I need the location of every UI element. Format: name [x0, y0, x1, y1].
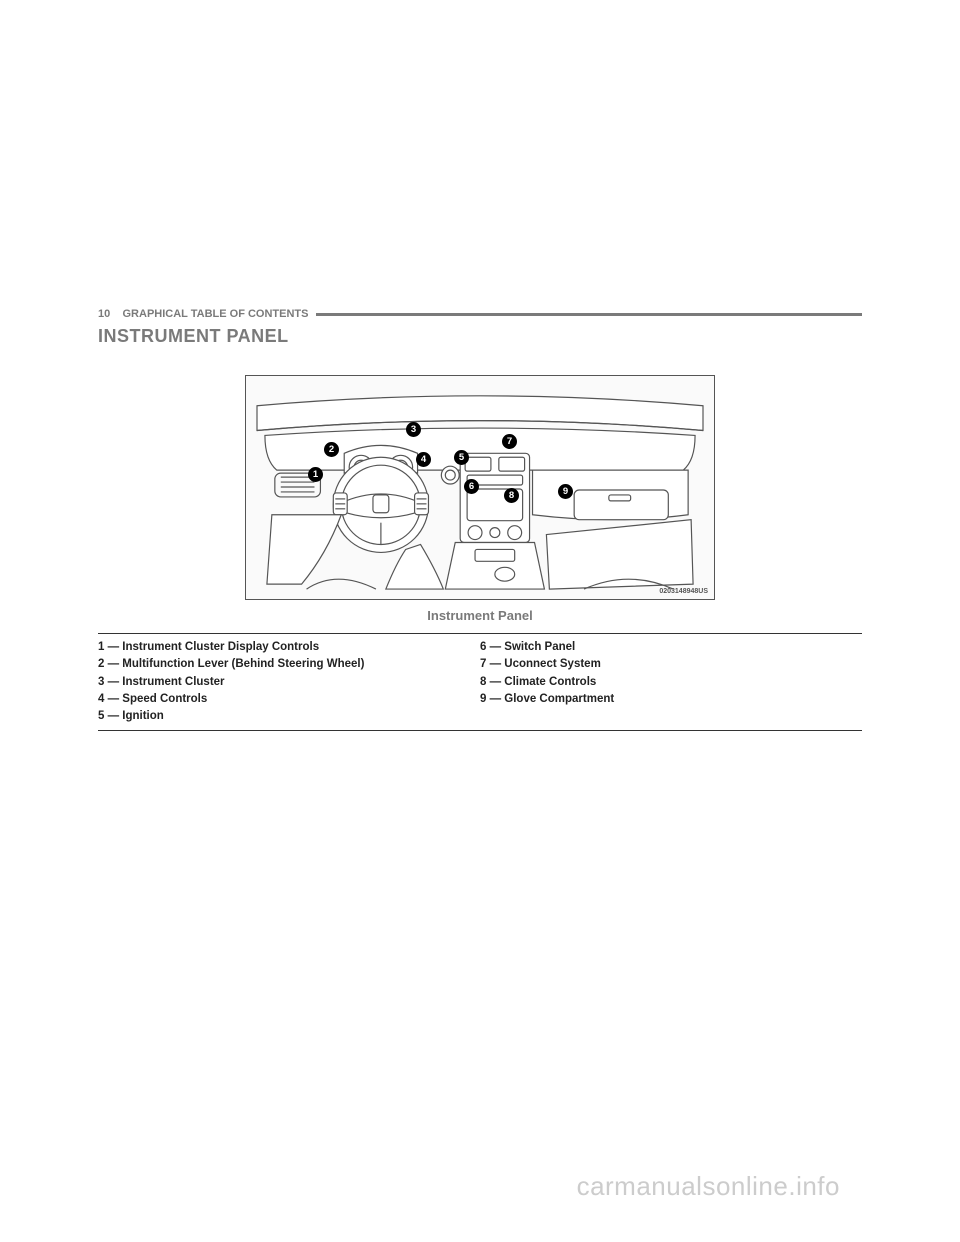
legend-item: 5 — Ignition [98, 708, 480, 725]
page-number-section: 10 GRAPHICAL TABLE OF CONTENTS [98, 308, 308, 320]
diagram-caption: Instrument Panel [98, 608, 862, 623]
legend-item: 9 — Glove Compartment [480, 691, 862, 708]
instrument-panel-diagram: 1 2 3 4 5 6 7 8 9 0203148948US [245, 375, 715, 600]
legend-col-right: 6 — Switch Panel 7 — Uconnect System 8 —… [480, 639, 862, 725]
callout-2: 2 [324, 442, 339, 457]
callout-4: 4 [416, 452, 431, 467]
header-rule [316, 313, 862, 316]
callout-7: 7 [502, 434, 517, 449]
watermark: carmanualsonline.info [577, 1171, 840, 1202]
legend-item: 2 — Multifunction Lever (Behind Steering… [98, 656, 480, 673]
legend-item: 1 — Instrument Cluster Display Controls [98, 639, 480, 656]
page-number: 10 [98, 308, 110, 320]
legend-col-left: 1 — Instrument Cluster Display Controls … [98, 639, 480, 725]
callout-3: 3 [406, 422, 421, 437]
callout-9: 9 [558, 484, 573, 499]
legend-item: 4 — Speed Controls [98, 691, 480, 708]
diagram-id: 0203148948US [659, 588, 708, 595]
legend-table: 1 — Instrument Cluster Display Controls … [98, 633, 862, 731]
legend-item: 7 — Uconnect System [480, 656, 862, 673]
section-name: GRAPHICAL TABLE OF CONTENTS [123, 308, 309, 320]
legend-item: 8 — Climate Controls [480, 674, 862, 691]
section-title: INSTRUMENT PANEL [98, 326, 862, 347]
page-header: 10 GRAPHICAL TABLE OF CONTENTS [98, 308, 862, 320]
callout-1: 1 [308, 467, 323, 482]
callout-5: 5 [454, 450, 469, 465]
legend-item: 6 — Switch Panel [480, 639, 862, 656]
dashboard-line-art [246, 376, 714, 599]
callout-6: 6 [464, 479, 479, 494]
legend-item: 3 — Instrument Cluster [98, 674, 480, 691]
callout-8: 8 [504, 488, 519, 503]
